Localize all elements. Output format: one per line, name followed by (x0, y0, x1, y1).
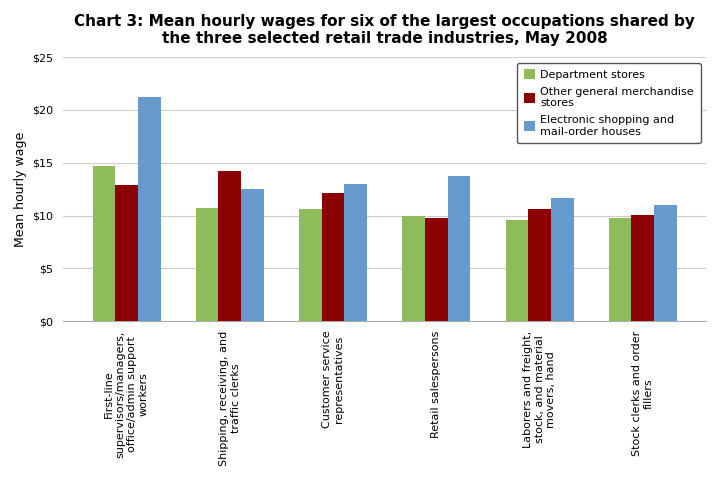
Y-axis label: Mean hourly wage: Mean hourly wage (14, 132, 27, 247)
Bar (402, 216, 425, 321)
Bar (344, 184, 367, 321)
Bar (631, 215, 654, 321)
Bar (448, 177, 470, 321)
Bar (505, 220, 528, 321)
Legend: Department stores, Other general merchandise
stores, Electronic shopping and
mai: Department stores, Other general merchan… (517, 63, 701, 144)
Bar (241, 189, 264, 321)
Bar (299, 209, 322, 321)
Bar (551, 198, 574, 321)
Bar (196, 208, 218, 321)
Bar (92, 167, 115, 321)
Bar (425, 218, 448, 321)
Bar (654, 205, 677, 321)
Bar (138, 97, 161, 321)
Bar (528, 209, 551, 321)
Bar (218, 171, 241, 321)
Title: Chart 3: Mean hourly wages for six of the largest occupations shared by
the thre: Chart 3: Mean hourly wages for six of th… (74, 14, 695, 46)
Bar (115, 185, 138, 321)
Bar (608, 218, 631, 321)
Bar (322, 193, 344, 321)
